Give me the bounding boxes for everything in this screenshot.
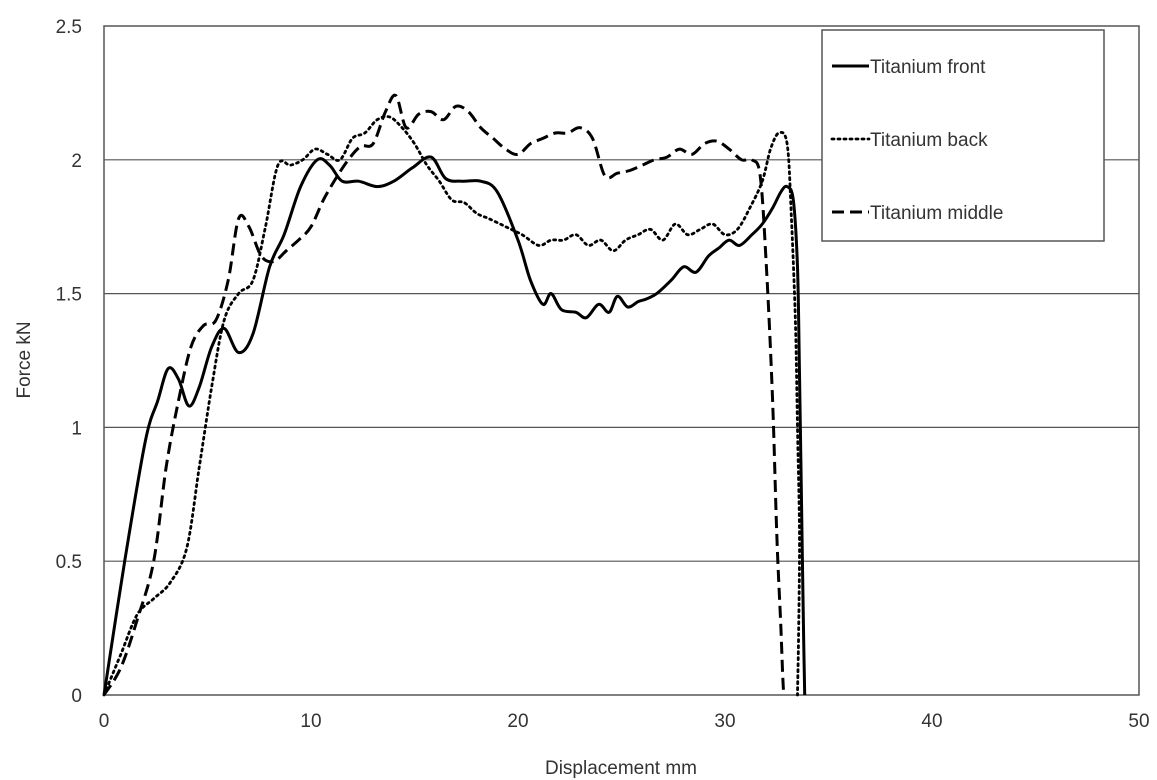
series-lines <box>102 93 807 697</box>
y-tick-label: 0 <box>71 686 82 707</box>
grid-lines <box>104 159 1139 562</box>
legend-label: Titanium middle <box>870 203 1003 224</box>
y-tick-label: 1.5 <box>56 285 82 306</box>
series-line-titanium-back <box>102 115 801 697</box>
series-line-titanium-middle <box>102 93 786 696</box>
x-tick-label: 0 <box>99 711 110 732</box>
y-tick-label: 1 <box>71 418 82 439</box>
y-tick-label: 2 <box>71 151 82 172</box>
x-tick-label: 20 <box>507 711 528 732</box>
x-axis-title: Displacement mm <box>545 758 697 779</box>
y-tick-label: 0.5 <box>56 552 82 573</box>
x-tick-label: 30 <box>714 711 735 732</box>
legend-label: Titanium back <box>870 130 988 151</box>
x-tick-label: 50 <box>1128 711 1149 732</box>
legend-label: Titanium front <box>870 57 986 78</box>
axis-ticks: 0 0.5 1 1.5 2 2.5 0 10 20 30 40 50 <box>56 17 1150 732</box>
y-tick-label: 2.5 <box>56 17 82 38</box>
x-tick-label: 40 <box>921 711 942 732</box>
y-axis-title: Force kN <box>14 321 35 398</box>
x-tick-label: 10 <box>300 711 321 732</box>
legend: Titanium front Titanium back Titanium midd… <box>821 29 1105 242</box>
